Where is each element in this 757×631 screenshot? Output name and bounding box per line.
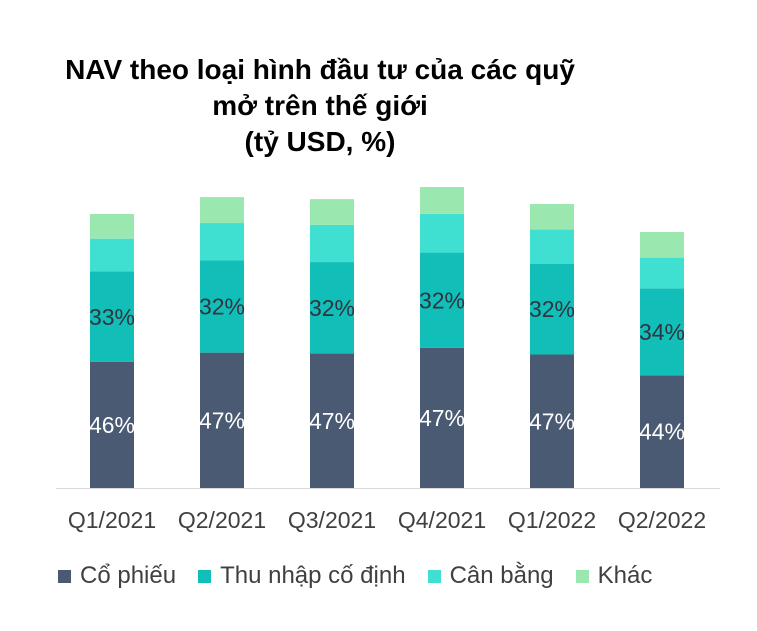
data-label-2-Q2-2022: 34% [639, 319, 685, 345]
bar-segment-1-Q3-2021 [310, 353, 354, 488]
legend-item-khac: Khác [575, 562, 653, 590]
bar-segment-4-Q2-2022 [640, 232, 684, 258]
bar-segment-3-Q1-2022 [530, 229, 574, 264]
bar-segment-1-Q4-2021 [420, 347, 464, 488]
x-tick-label-Q1-2021: Q1/2021 [68, 507, 156, 533]
bar-segment-2-Q1-2021 [90, 271, 134, 362]
bar-segment-3-Q2-2021 [200, 223, 244, 261]
legend-label-khac: Khác [597, 562, 653, 589]
chart-title: NAV theo loại hình đầu tư của các quỹ mở… [60, 52, 580, 160]
bar-segment-4-Q1-2021 [90, 214, 134, 239]
x-tick-label-Q2-2021: Q2/2021 [178, 507, 266, 533]
data-label-1-Q2-2022: 44% [639, 419, 685, 445]
bar-segment-1-Q1-2021 [90, 361, 134, 488]
data-label-2-Q1-2022: 32% [529, 296, 575, 322]
legend-swatch-can-bang [427, 569, 441, 583]
data-label-2-Q2-2021: 32% [199, 294, 245, 320]
bar-segment-1-Q2-2022 [640, 375, 684, 488]
bar-segment-2-Q1-2022 [530, 263, 574, 355]
data-label-2-Q4-2021: 32% [419, 287, 465, 313]
bar-segment-3-Q2-2022 [640, 257, 684, 289]
x-tick-label-Q4-2021: Q4/2021 [398, 507, 486, 533]
bar-segment-4-Q1-2022 [530, 204, 574, 230]
legend-swatch-khac [575, 569, 589, 583]
data-label-1-Q1-2022: 47% [529, 408, 575, 434]
bar-segment-2-Q2-2021 [200, 260, 244, 353]
data-label-1-Q4-2021: 47% [419, 405, 465, 431]
bar-segment-4-Q4-2021 [420, 187, 464, 214]
data-label-1-Q2-2021: 47% [199, 407, 245, 433]
bar-segment-2-Q3-2021 [310, 262, 354, 354]
x-tick-label-Q1-2022: Q1/2022 [508, 507, 596, 533]
legend-item-thu-nhap-co-dinh: Thu nhập cố định [198, 562, 406, 590]
data-label-2-Q1-2021: 33% [89, 304, 135, 330]
chart-legend: Cổ phiếu Thu nhập cố định Cân bằng Khác [58, 562, 674, 590]
legend-item-can-bang: Cân bằng [427, 562, 554, 590]
chart-title-line-3: (tỷ USD, %) [244, 126, 396, 157]
legend-swatch-co-phieu [58, 569, 71, 583]
bar-segment-4-Q3-2021 [310, 199, 354, 225]
bar-segment-3-Q4-2021 [420, 213, 464, 253]
legend-label-co-phieu: Cổ phiếu [80, 562, 177, 589]
chart-title-line-2: mở trên thế giới [212, 90, 428, 121]
data-label-1-Q1-2021: 46% [89, 412, 135, 438]
bar-segment-3-Q1-2021 [90, 238, 134, 272]
legend-label-thu-nhap-co-dinh: Thu nhập cố định [220, 562, 406, 589]
bar-segment-2-Q4-2021 [420, 252, 464, 348]
x-tick-label-Q2-2022: Q2/2022 [618, 507, 706, 533]
x-tick-label-Q3-2021: Q3/2021 [288, 507, 376, 533]
legend-item-co-phieu: Cổ phiếu [58, 562, 176, 590]
bar-segment-1-Q1-2022 [530, 354, 574, 488]
legend-label-can-bang: Cân bằng [449, 562, 554, 589]
bar-segment-1-Q2-2021 [200, 352, 244, 488]
data-label-2-Q3-2021: 32% [309, 295, 355, 321]
bar-segment-3-Q3-2021 [310, 224, 354, 263]
bar-segment-4-Q2-2021 [200, 197, 244, 224]
data-label-1-Q3-2021: 47% [309, 408, 355, 434]
bar-segment-2-Q2-2022 [640, 288, 684, 376]
chart-title-line-1: NAV theo loại hình đầu tư của các quỹ [65, 54, 575, 85]
legend-swatch-thu-nhap-co-dinh [198, 569, 212, 583]
